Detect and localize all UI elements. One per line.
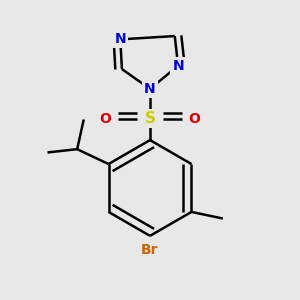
Text: N: N [172,59,184,73]
Text: Br: Br [141,243,159,257]
Text: N: N [144,82,156,96]
Text: S: S [145,111,155,126]
Text: O: O [100,112,111,126]
Text: N: N [115,32,126,46]
Text: O: O [189,112,200,126]
